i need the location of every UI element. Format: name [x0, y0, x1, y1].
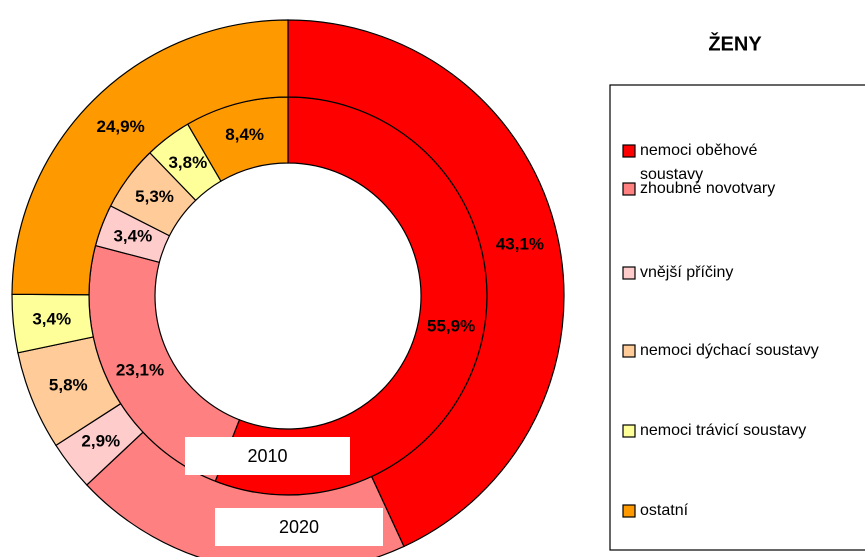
data-label: 8,4% [225, 125, 264, 144]
data-label: 24,9% [96, 117, 144, 136]
legend-label: ostatní [640, 502, 689, 519]
data-label: 3,8% [168, 153, 207, 172]
legend-swatch [622, 424, 636, 438]
data-label: 3,4% [113, 227, 152, 246]
data-label: 2,9% [81, 432, 120, 451]
legend-label: nemoci dýchací soustavy [640, 342, 819, 359]
data-label: 23,1% [116, 361, 164, 380]
data-label: 43,1% [496, 234, 544, 253]
legend-label: nemoci oběhové soustavy [640, 142, 758, 183]
series-label-box [185, 437, 350, 475]
legend-label: vnější příčiny [640, 264, 734, 281]
legend-box [609, 84, 865, 551]
legend-label: zhoubné novotvary [640, 180, 776, 197]
data-label: 5,3% [135, 187, 174, 206]
series-label: 2020 [279, 517, 319, 537]
series-label: 2010 [247, 446, 287, 466]
legend-swatch [622, 344, 636, 358]
legend-label: nemoci trávicí soustavy [640, 422, 807, 439]
chart-title: ŽENY [708, 31, 762, 55]
series-label-box [215, 508, 383, 546]
legend-swatch [622, 182, 636, 196]
ring-segment [11, 19, 289, 296]
data-label: 5,8% [49, 376, 88, 395]
legend-swatch [622, 266, 636, 280]
data-label: 3,4% [32, 309, 71, 328]
legend-swatch [622, 144, 636, 158]
legend-swatch [622, 504, 636, 518]
ring-segment [287, 19, 565, 548]
data-label: 55,9% [427, 316, 475, 335]
